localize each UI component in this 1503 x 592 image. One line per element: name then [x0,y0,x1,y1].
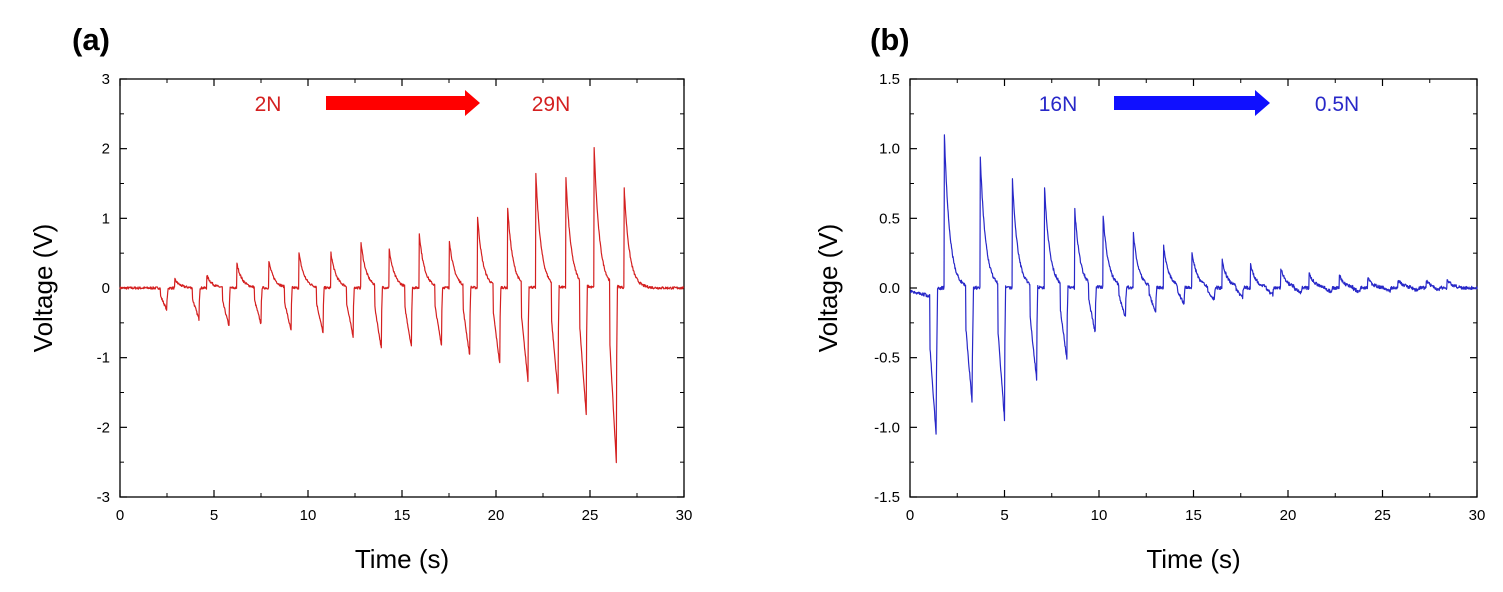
y-tick-label: 0.5 [879,210,900,227]
annotation-to-label: 29N [532,93,571,116]
y-tick-label: 1.5 [879,71,900,88]
x-tick-label: 25 [1374,507,1391,524]
annotation-from-label: 2N [255,93,282,116]
x-tick-label: 20 [1280,507,1297,524]
x-tick-label: 0 [116,507,124,524]
y-axis-title: Voltage (V) [813,224,843,353]
panel-label-a: (a) [72,22,110,57]
x-tick-label: 10 [1091,507,1108,524]
chart-panel-a: (a) 0 5 10 15 20 25 30 -3 -2 -1 0 1 2 3 Time (s) Voltag… [0,0,751,592]
x-tick-label: 15 [1185,507,1202,524]
y-tick-label: 3 [102,71,110,88]
x-tick-label: 15 [394,507,411,524]
series-line [909,134,1478,435]
x-tick-label: 20 [488,507,505,524]
x-tick-label: 0 [906,507,914,524]
chart-svg-b: 0 5 10 15 20 25 30 -1.5 -1.0 -0.5 0.0 0.5 1.0 1.5 Time… [813,71,1486,574]
x-tick-label: 5 [210,507,218,524]
y-tick-label: -1.0 [874,419,900,436]
x-tick-label: 30 [1469,507,1486,524]
y-tick-label: -2 [97,419,110,436]
x-tick-label: 25 [582,507,599,524]
y-tick-label: 1.0 [879,141,900,158]
y-tick-label: 2 [102,141,110,158]
panel-label-b: (b) [870,22,910,57]
y-axis-title: Voltage (V) [28,224,58,353]
x-tick-label: 30 [676,507,693,524]
chart-svg-a: 0 5 10 15 20 25 30 -3 -2 -1 0 1 2 3 Time (s) Voltage (V… [28,71,693,574]
chart-panel-b: (b) 0 5 10 15 20 25 30 -1.5 -1.0 -0.5 0.0 0.5 1.0 1.5… [752,0,1503,592]
annotation-to-label: 0.5N [1315,93,1359,116]
direction-arrow-icon [326,90,480,116]
y-tick-label: -3 [97,489,110,506]
y-tick-label: -1 [97,350,110,367]
y-tick-label: -1.5 [874,489,900,506]
x-tick-label: 5 [1000,507,1008,524]
y-tick-label: 0.0 [879,280,900,297]
y-tick-label: 1 [102,210,110,227]
y-tick-label: -0.5 [874,350,900,367]
x-tick-label: 10 [300,507,317,524]
direction-arrow-icon [1114,90,1270,116]
y-tick-label: 0 [102,280,110,297]
x-axis-title: Time (s) [1146,544,1240,574]
annotation-from-label: 16N [1039,93,1078,116]
series-line [119,147,685,464]
x-axis-title: Time (s) [355,544,449,574]
